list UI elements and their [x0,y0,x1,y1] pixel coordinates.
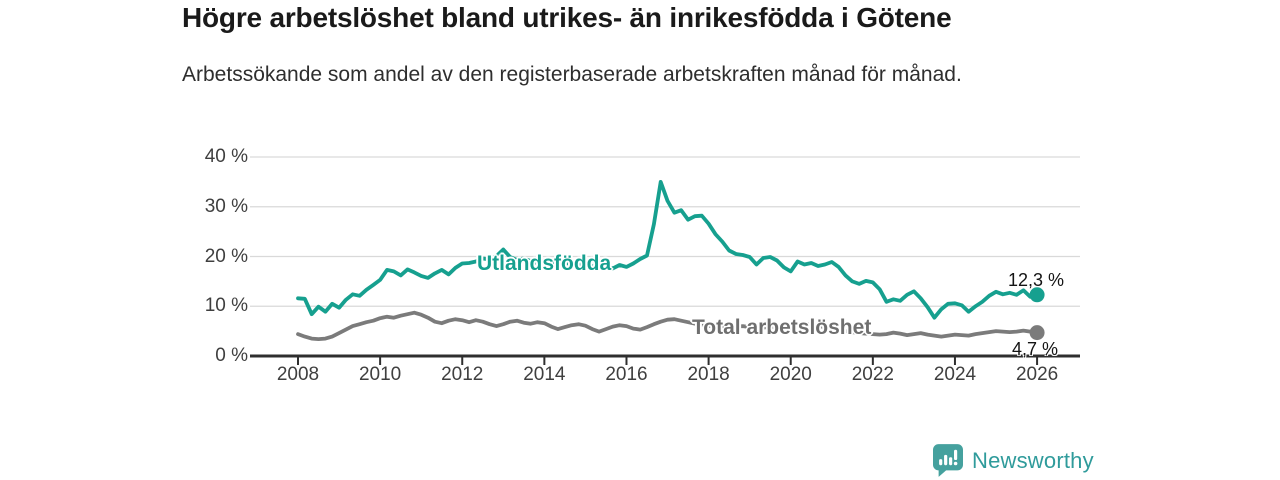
x-axis-ticks [297,356,1039,365]
chart-subtitle: Arbetssökande som andel av den registerb… [182,63,962,86]
total-arbetsloshet-line [296,310,1039,342]
y-tick-label: 40 % [204,146,248,167]
y-tick-label: 10 % [204,295,248,317]
x-tick-label: 2008 [276,364,320,385]
gridlines [250,156,1080,307]
x-tick-label: 2020 [769,364,812,385]
end-value-utlandsfodda: 12,3 % [1008,270,1065,290]
x-tick-label: 2010 [358,364,402,385]
series-label-utlandsfodda: Utlandsfödda [477,252,612,275]
newsworthy-logo-text: Newsworthy [972,447,1094,473]
end-value-total: 4,7 % [1012,339,1059,359]
x-tick-label: 2026 [1015,364,1059,385]
utlandsfodda-line [296,179,1039,320]
series-label-total-arbetsloshet: Total arbetslöshet [692,316,872,339]
series-end-dot [1029,287,1045,303]
x-tick-label: 2024 [933,364,977,385]
x-tick-label: 2014 [523,364,566,385]
x-tick-label: 2018 [687,364,730,385]
newsworthy-logo[interactable]: Newsworthy [933,444,1094,477]
y-tick-label: 0 % [215,345,248,366]
x-tick-label: 2012 [441,364,484,385]
y-tick-label: 30 % [204,195,248,217]
chart-title: Högre arbetslöshet bland utrikes- än inr… [182,2,952,33]
series-end-dot [1029,325,1045,341]
x-tick-label: 2022 [851,364,894,385]
x-tick-label: 2016 [605,364,648,385]
y-tick-label: 20 % [204,245,248,267]
newsworthy-logo-icon [933,444,963,477]
